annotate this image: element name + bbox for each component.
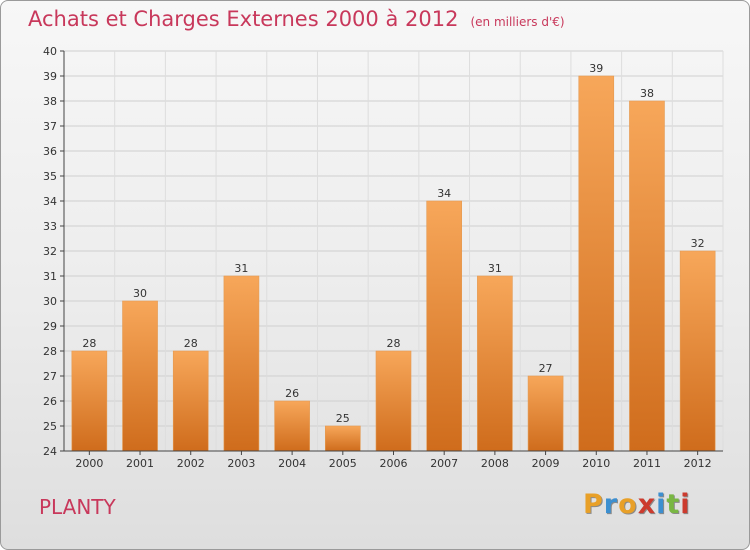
y-tick-label: 37 — [43, 120, 57, 133]
x-tick-label: 2005 — [329, 457, 357, 470]
bar — [527, 375, 564, 452]
bar — [375, 350, 412, 452]
x-tick-label: 2002 — [177, 457, 205, 470]
y-tick-label: 39 — [43, 70, 57, 83]
y-tick-label: 27 — [43, 370, 57, 383]
bar — [172, 350, 209, 452]
y-tick-label: 32 — [43, 245, 57, 258]
x-tick-label: 2000 — [75, 457, 103, 470]
y-tick-label: 33 — [43, 220, 57, 233]
data-label: 28 — [82, 337, 96, 350]
chart-unit: (en milliers d'€) — [470, 15, 565, 29]
x-tick-label: 2012 — [684, 457, 712, 470]
x-tick-label: 2003 — [227, 457, 255, 470]
bar — [274, 400, 310, 452]
data-label: 39 — [589, 62, 603, 75]
x-axis: 2000 2001 2002 2003 2004 2005 2006 2007 2008 2009… — [64, 450, 723, 470]
x-tick-label: 2006 — [380, 457, 408, 470]
logo-letter: t — [666, 489, 681, 520]
bars: 28 30 28 31 26 25 28 34 31 27 39 38 32 — [71, 62, 716, 452]
data-label: 26 — [285, 387, 299, 400]
logo-letter: P — [583, 489, 604, 520]
data-label: 31 — [488, 262, 502, 275]
data-label: 28 — [387, 337, 401, 350]
data-label: 25 — [336, 412, 350, 425]
bar — [223, 275, 260, 452]
logo-letter: r — [603, 489, 619, 520]
y-tick-label: 38 — [43, 95, 57, 108]
logo-letter: x — [637, 489, 657, 520]
data-label: 38 — [640, 87, 654, 100]
x-tick-label: 2004 — [278, 457, 306, 470]
bar — [578, 75, 615, 452]
chart-title: Achats et Charges Externes 2000 à 2012 (e… — [28, 7, 565, 31]
x-tick-label: 2008 — [481, 457, 509, 470]
data-label: 31 — [234, 262, 248, 275]
commune-name: PLANTY — [39, 495, 116, 519]
y-tick-label: 25 — [43, 420, 57, 433]
y-tick-label: 31 — [43, 270, 57, 283]
bar — [122, 300, 158, 452]
data-label: 34 — [437, 187, 451, 200]
logo-letter: i — [680, 489, 691, 520]
x-tick-label: 2010 — [582, 457, 610, 470]
bar — [477, 275, 513, 452]
y-tick-label: 29 — [43, 320, 57, 333]
y-tick-label: 28 — [43, 345, 57, 358]
y-tick-label: 36 — [43, 145, 57, 158]
x-tick-label: 2007 — [430, 457, 458, 470]
bar — [325, 425, 361, 452]
x-tick-label: 2009 — [532, 457, 560, 470]
bar — [629, 100, 665, 452]
y-tick-label: 24 — [43, 445, 57, 458]
bar — [679, 250, 716, 452]
chart-title-text: Achats et Charges Externes 2000 à 2012 — [28, 7, 459, 31]
y-tick-label: 40 — [43, 45, 57, 58]
bar — [71, 350, 108, 452]
bar — [426, 200, 462, 452]
proxiti-logo: Proxiti — [583, 489, 691, 520]
data-label: 32 — [691, 237, 705, 250]
y-tick-label: 34 — [43, 195, 57, 208]
x-tick-label: 2001 — [126, 457, 154, 470]
data-label: 28 — [184, 337, 198, 350]
data-label: 27 — [539, 362, 553, 375]
logo-letter: o — [618, 489, 638, 520]
data-label: 30 — [133, 287, 147, 300]
y-tick-label: 30 — [43, 295, 57, 308]
logo-letter: i — [656, 489, 667, 520]
y-axis: 24 25 26 27 28 29 30 31 32 33 34 35 36 37 38 39 40 — [43, 45, 65, 458]
y-tick-label: 35 — [43, 170, 57, 183]
x-tick-label: 2011 — [633, 457, 661, 470]
y-tick-label: 26 — [43, 395, 57, 408]
